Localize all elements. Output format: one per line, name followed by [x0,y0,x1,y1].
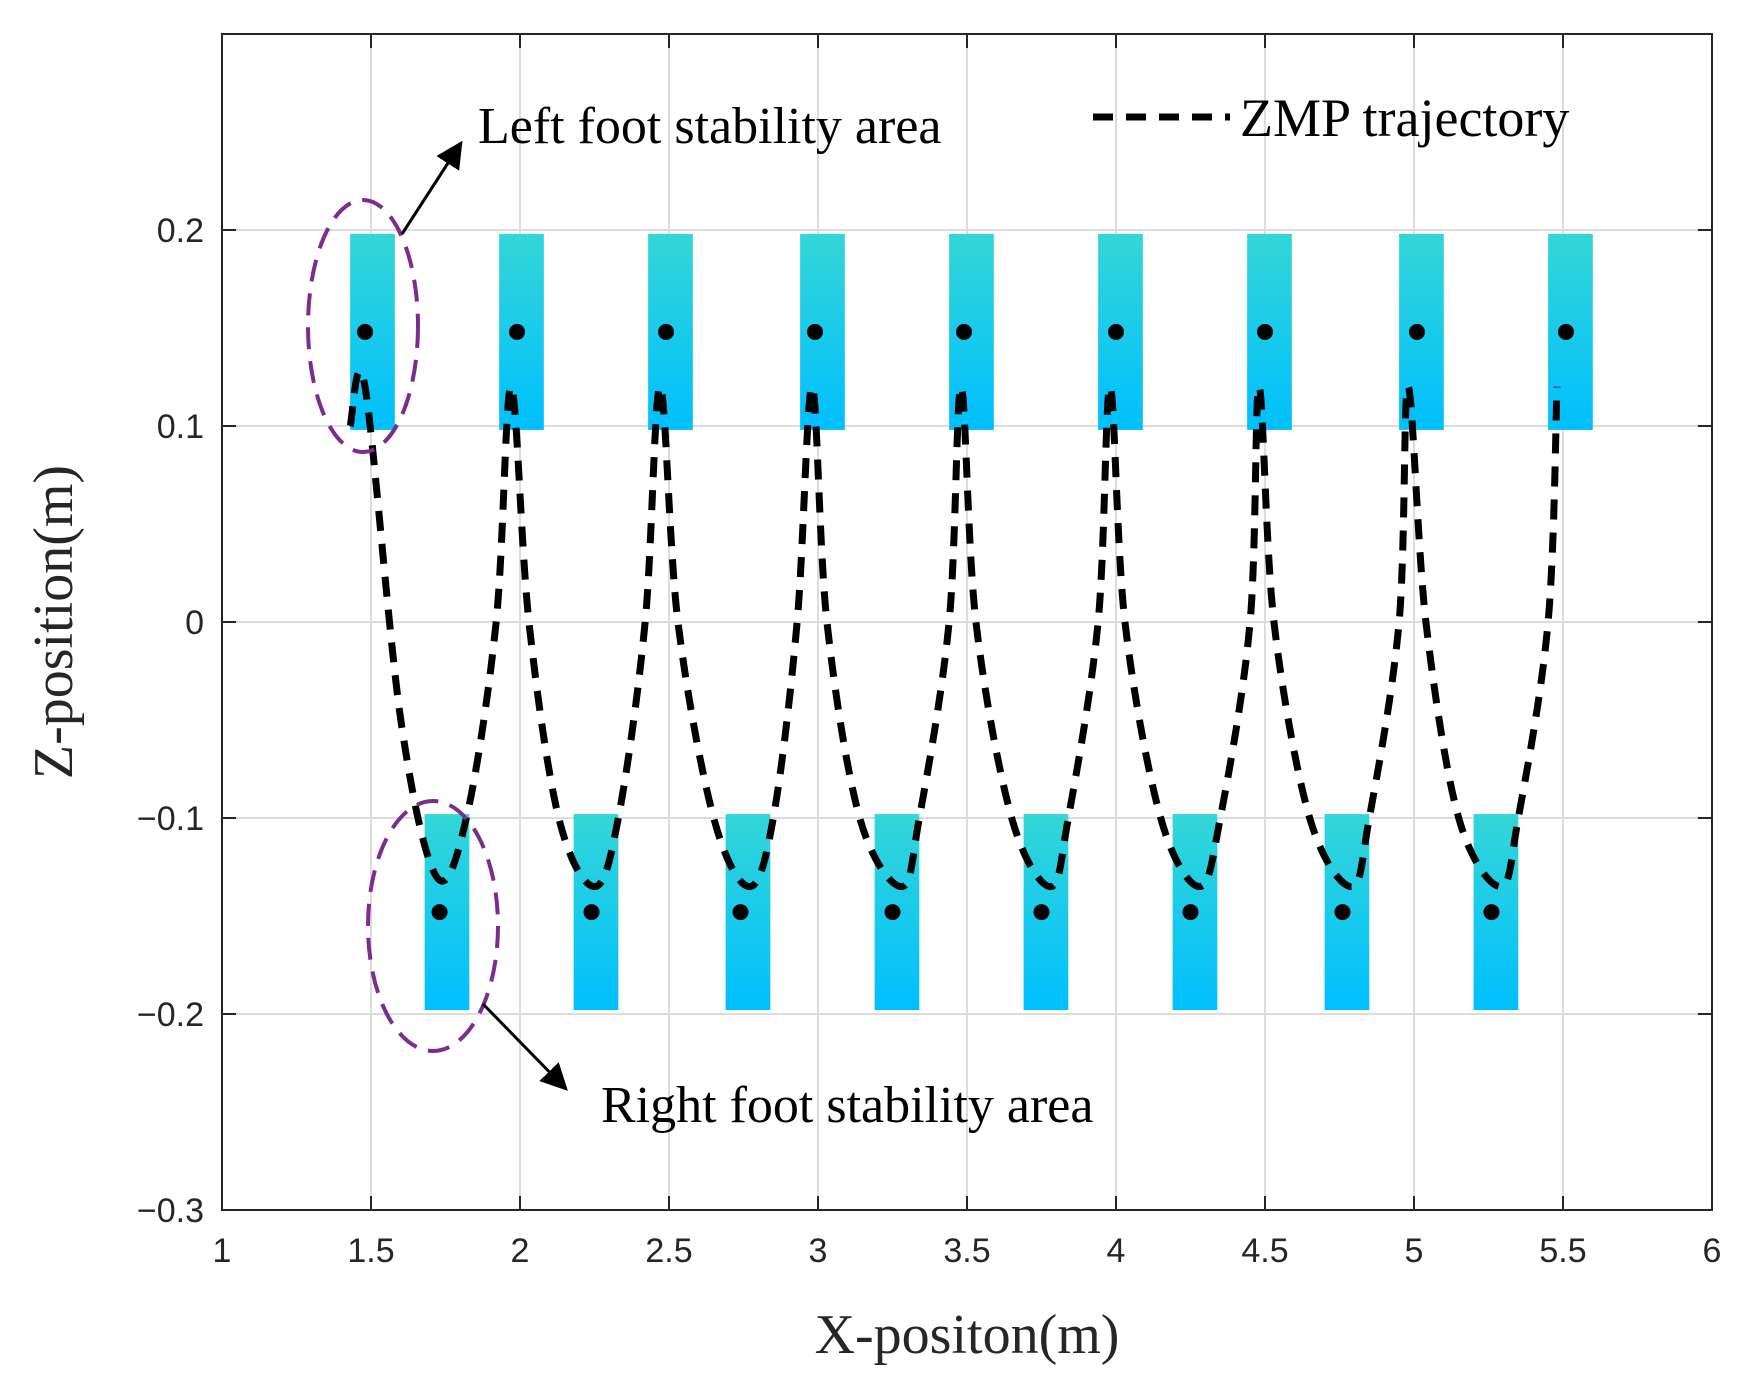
right-area-ellipse [366,799,500,1053]
y-tick-label: 0 [185,604,204,642]
y-tick-label: −0.2 [137,996,204,1034]
annotation-left: Left foot stability area [306,98,941,454]
right-foot-center-point [1033,904,1050,921]
x-axis-label: X-positon(m) [815,1304,1120,1366]
x-tick-label: 5 [1405,1232,1424,1270]
right-annotation-arrow [481,1002,568,1091]
zmp-trajectory-line [346,367,1561,891]
foot-centers [357,323,1574,921]
left-foot-center-point [1257,323,1273,340]
x-tick-label: 6 [1703,1232,1722,1270]
left-annotation-arrow [400,140,463,235]
x-tick-label: 3 [809,1232,828,1270]
left-foot-center-point [509,323,526,340]
right-foot-center-point [1182,904,1199,921]
left-foot-center-point [1557,323,1574,340]
x-tick-label: 1 [213,1232,232,1270]
right-foot-center-point [1334,904,1351,921]
left-foot-center-point [807,323,824,340]
right-annotation-text: Right foot stability area [601,1077,1093,1134]
left-foot-center-point [1108,323,1124,340]
left-area-ellipse [306,198,420,454]
legend: ZMP trajectory [1093,88,1569,148]
y-tick-label: −0.1 [137,800,204,838]
x-tick-label: 3.5 [943,1232,990,1270]
x-tick-label: 4.5 [1241,1232,1288,1270]
x-tick-label: 5.5 [1539,1232,1586,1270]
left-foot-center-point [658,323,675,340]
x-tick-label: 1.5 [347,1232,394,1270]
legend-label: ZMP trajectory [1240,88,1569,148]
right-foot-center-point [431,904,448,921]
x-tick-label: 2 [511,1232,530,1270]
left-foot-center-point [1408,323,1425,340]
axis-ticks: 1 1.5 2 2.5 3 3.5 4 4.5 5 5.5 6 −0.3 −0.2 −0.1 0 0.1 0.2 [137,34,1722,1270]
left-foot-center-point [956,323,973,340]
left-annotation-text: Left foot stability area [478,98,941,155]
left-foot-center-point [357,323,374,340]
x-tick-label: 2.5 [645,1232,692,1270]
x-tick-label: 4 [1107,1232,1126,1270]
right-foot-center-point [583,904,600,921]
y-axis-label: Z-position(m) [23,465,85,779]
annotation-right: Right foot stability area [366,799,1093,1134]
right-foot-center-point [884,904,901,921]
y-tick-label: 0.2 [157,212,204,250]
y-tick-label: 0.1 [157,408,204,446]
right-foot-center-point [1483,904,1500,921]
right-foot-center-point [732,904,749,921]
y-tick-label: −0.3 [137,1192,204,1230]
